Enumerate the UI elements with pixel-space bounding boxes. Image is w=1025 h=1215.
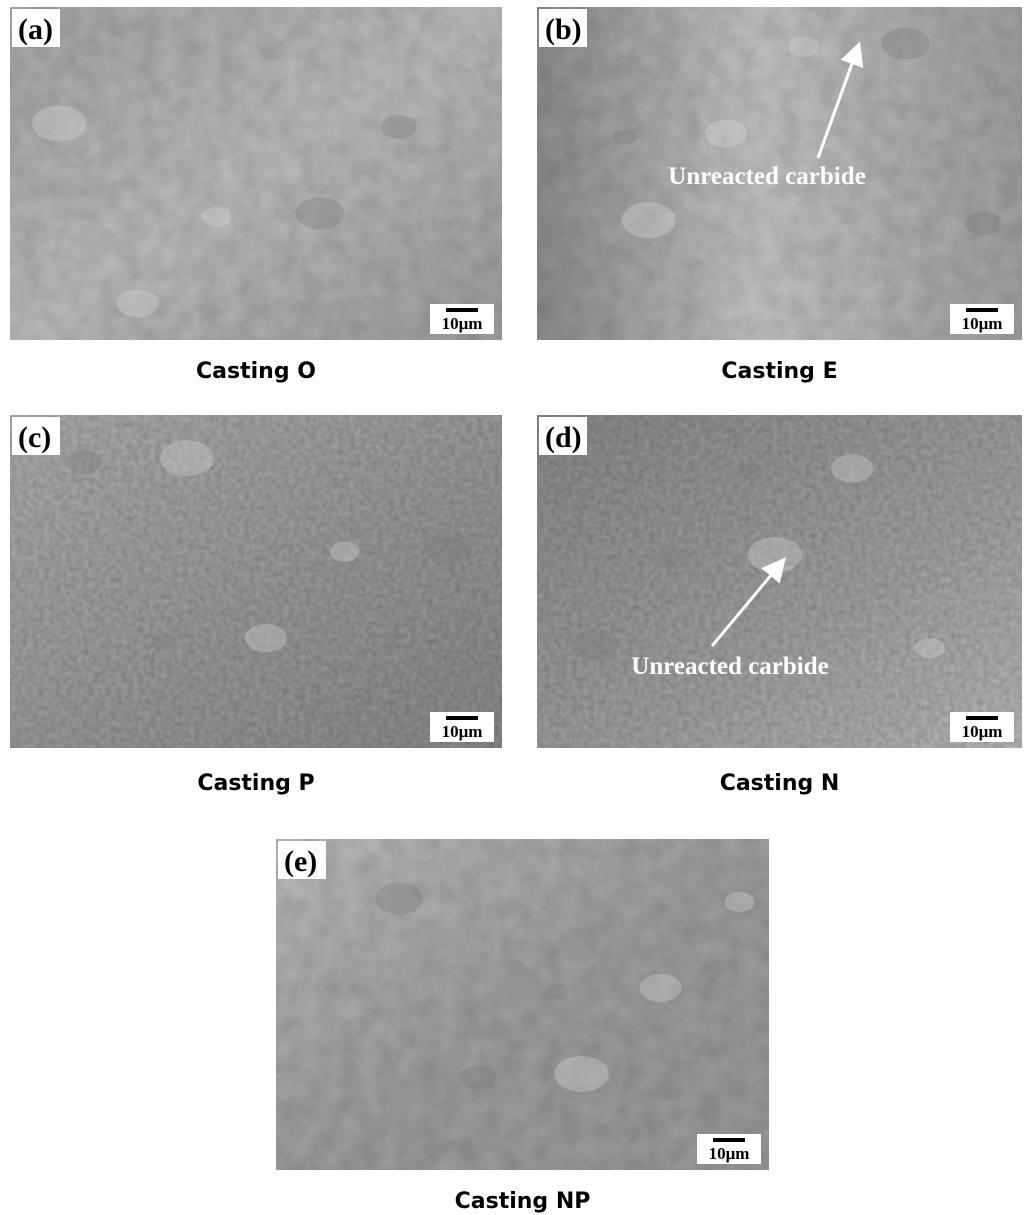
micrograph-panel: (e) 10μm: [276, 839, 769, 1170]
scale-bar: [966, 716, 998, 720]
surface-feature: [705, 120, 747, 148]
surface-feature: [612, 129, 636, 145]
surface-feature: [424, 532, 472, 564]
scale-bar: [446, 716, 478, 720]
surface-feature: [330, 542, 360, 562]
surface-feature: [151, 633, 175, 649]
panel-caption: Casting NP: [455, 1189, 591, 1214]
surface-feature: [160, 440, 214, 476]
surface-feature: [640, 974, 682, 1002]
annotation: Unreacted carbide: [631, 653, 828, 680]
surface-feature: [555, 1056, 609, 1092]
scale-bar: [446, 308, 478, 312]
panel-caption: Casting O: [196, 359, 316, 384]
surface-feature: [748, 537, 802, 573]
surface-feature: [789, 37, 819, 57]
micrograph-panel: (d) 10μm Unreacted carbide: [537, 415, 1022, 748]
panel-label: (a): [18, 13, 53, 46]
panel-label: (b): [545, 13, 582, 46]
micrograph: [10, 7, 502, 340]
surface-feature: [622, 202, 676, 238]
scale-bar-label: 10μm: [442, 722, 483, 741]
figure: (a) 10μm Casting O (b) 10μm Unreacted carbide…: [0, 0, 1025, 1215]
surface-feature: [965, 211, 1001, 235]
scale-bar: [966, 308, 998, 312]
annotation: Unreacted carbide: [668, 163, 865, 190]
surface-feature: [545, 983, 569, 999]
page: (a) 10μm Casting O (b) 10μm Unreacted carbide…: [0, 0, 1025, 1215]
surface-feature: [66, 450, 102, 474]
micrograph-panel: (a) 10μm: [10, 7, 502, 340]
surface-feature: [571, 629, 619, 661]
panel-label: (e): [284, 845, 317, 878]
surface-feature: [724, 892, 754, 912]
surface-feature: [460, 1065, 496, 1089]
scale-bar-label: 10μm: [962, 722, 1003, 741]
micrograph: [537, 415, 1022, 748]
micrograph: [276, 839, 769, 1170]
surface-feature: [381, 115, 417, 139]
surface-feature: [245, 624, 287, 652]
panel-caption: Casting E: [721, 359, 837, 384]
surface-feature: [915, 638, 945, 658]
scale-bar-label: 10μm: [709, 1144, 750, 1163]
surface-feature: [296, 197, 344, 229]
micrograph-panel: (c) 10μm: [10, 415, 502, 748]
surface-feature: [655, 546, 691, 570]
micrograph-panel: (b) 10μm Unreacted carbide: [537, 7, 1022, 340]
panel-label: (c): [18, 421, 51, 454]
scale-bar: [713, 1138, 745, 1142]
scale-bar-label: 10μm: [442, 314, 483, 333]
surface-feature: [32, 106, 86, 142]
panel-caption: Casting P: [197, 771, 314, 796]
panel-label: (d): [545, 421, 582, 454]
panel-caption: Casting N: [720, 771, 840, 796]
surface-feature: [117, 289, 159, 317]
scale-bar-label: 10μm: [962, 314, 1003, 333]
surface-feature: [831, 454, 873, 482]
surface-feature: [738, 464, 762, 480]
surface-feature: [375, 883, 423, 915]
surface-feature: [202, 207, 232, 227]
surface-feature: [882, 28, 930, 60]
